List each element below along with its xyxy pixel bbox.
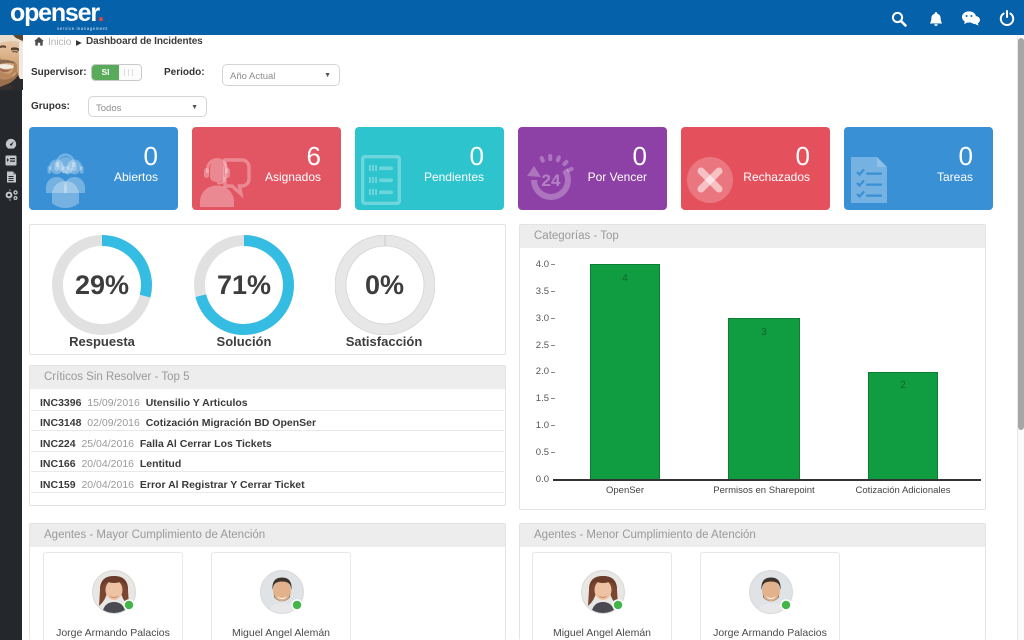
svg-text:24: 24	[542, 171, 561, 190]
